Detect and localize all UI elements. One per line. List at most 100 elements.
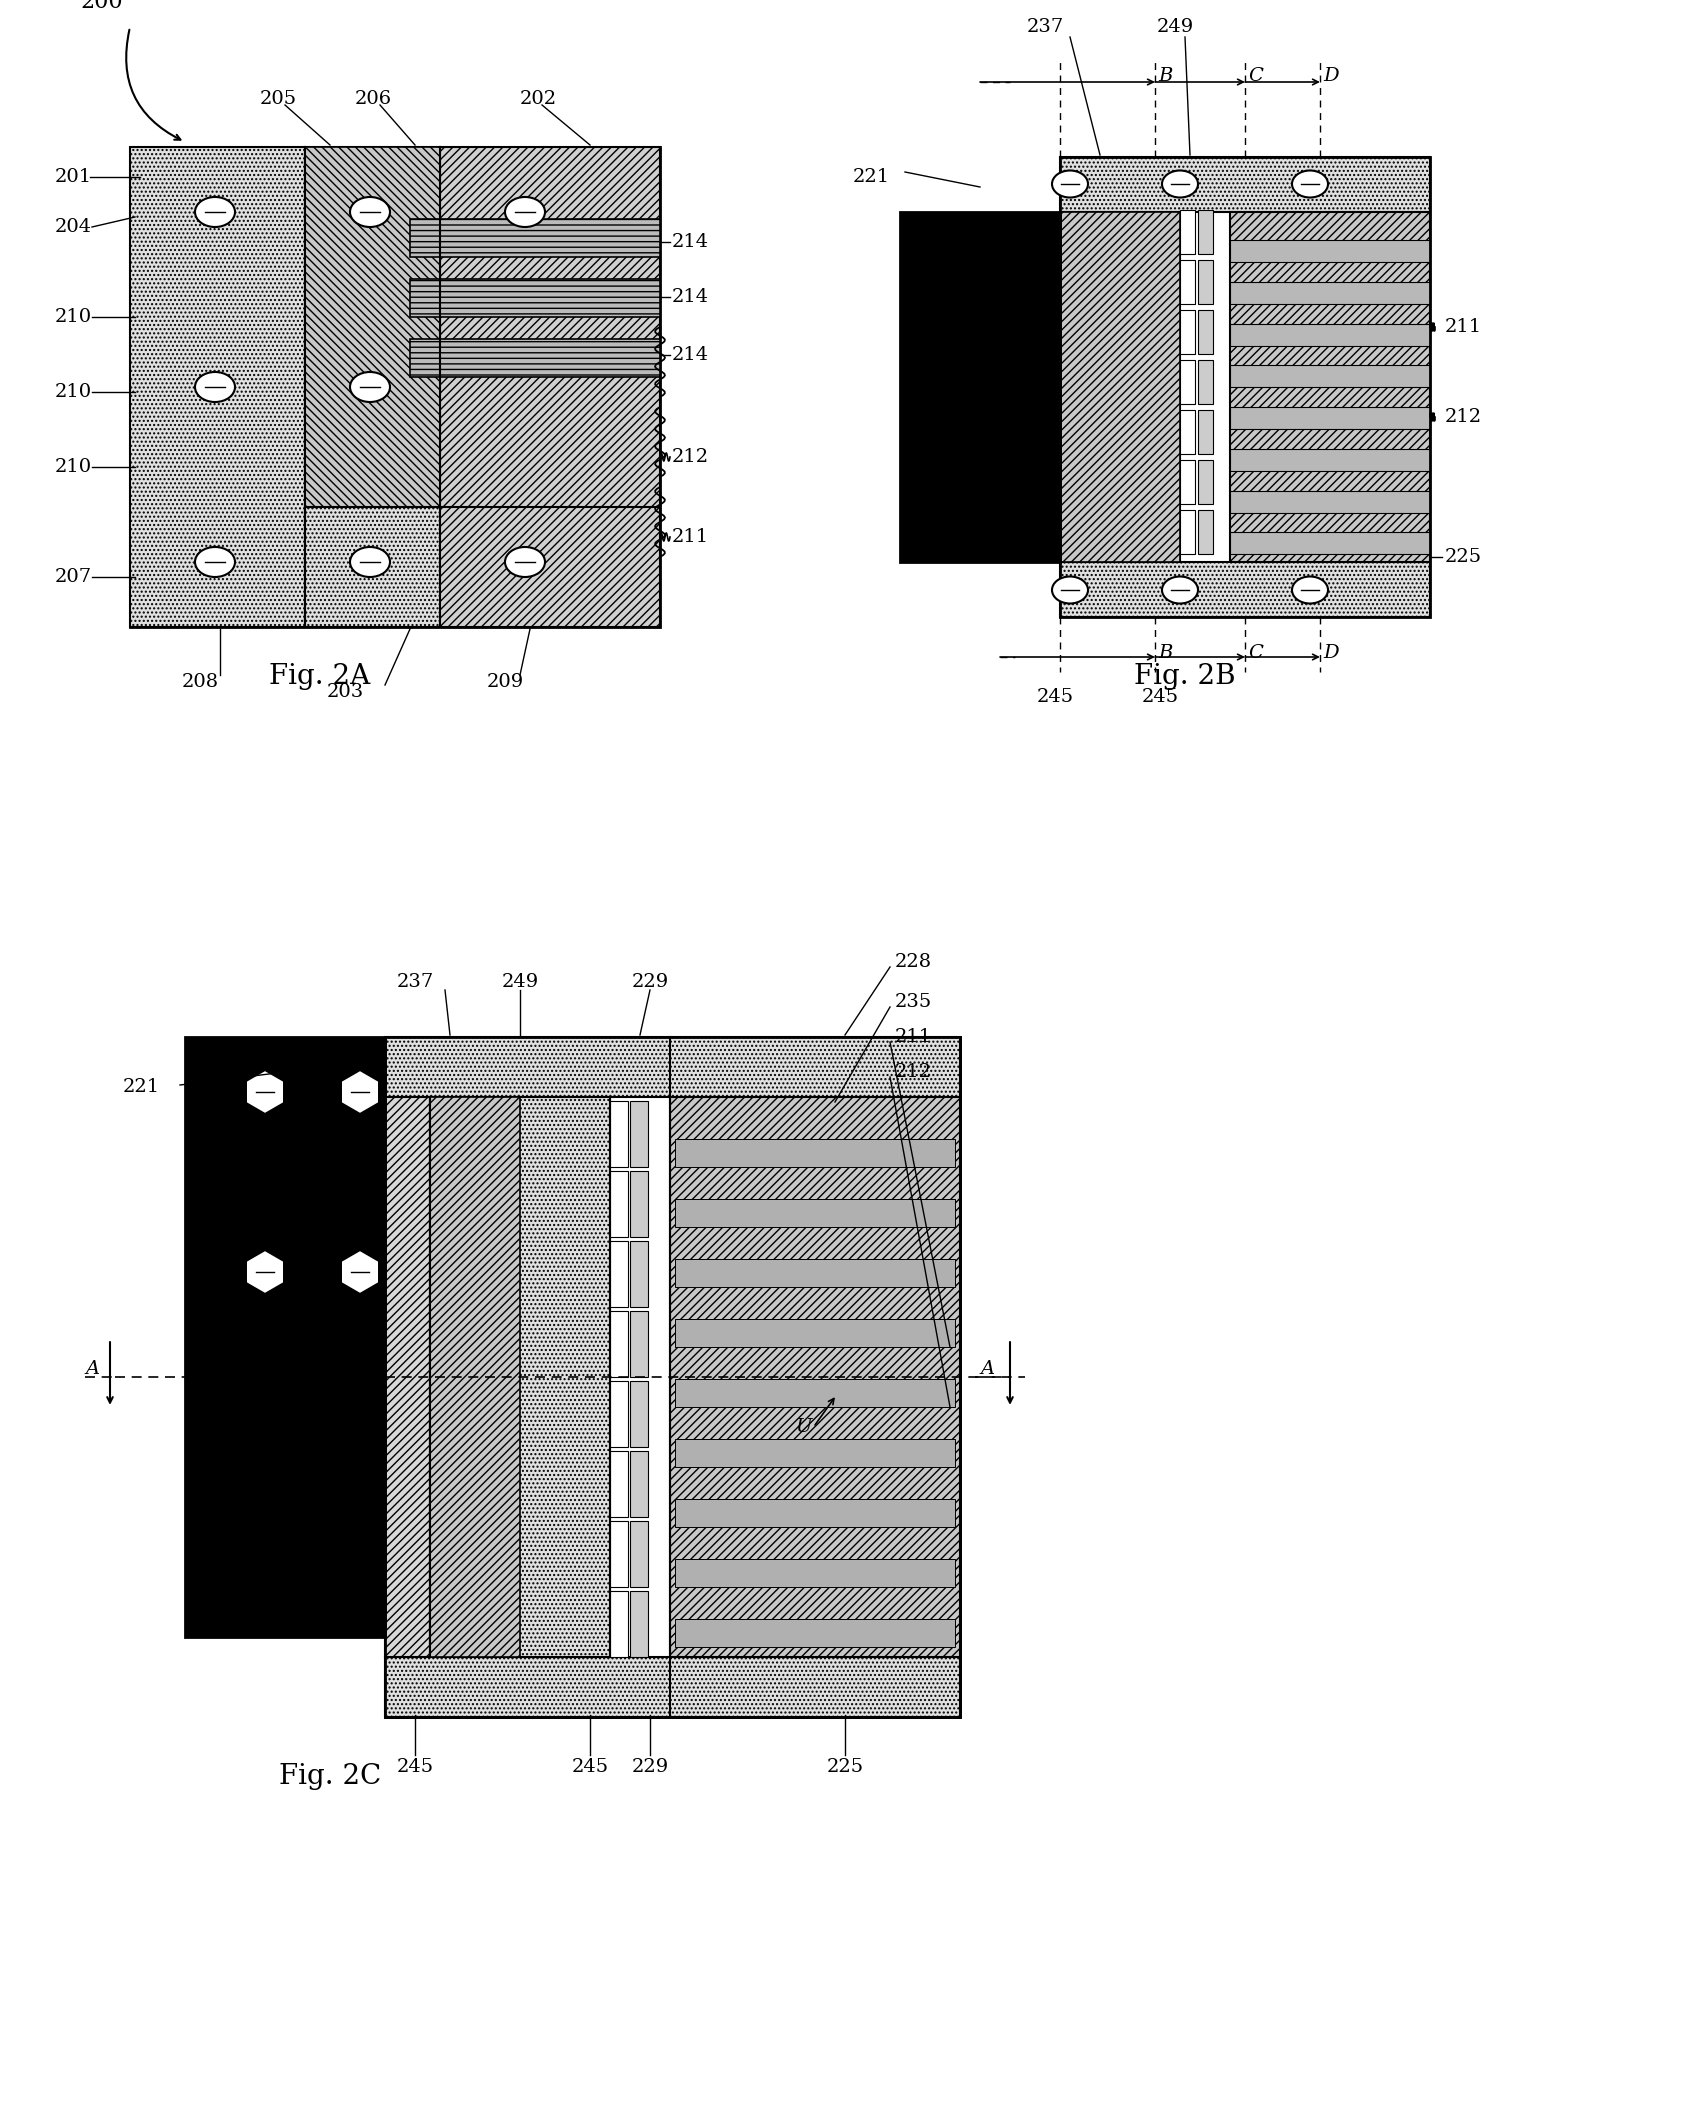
Bar bbox=[674, 1498, 955, 1528]
Text: 249: 249 bbox=[1156, 19, 1194, 36]
Bar bbox=[674, 1378, 955, 1407]
Bar bbox=[630, 1452, 649, 1517]
Text: 206: 206 bbox=[354, 91, 392, 107]
Bar bbox=[1230, 407, 1431, 430]
Text: 210: 210 bbox=[54, 383, 92, 400]
Bar bbox=[385, 1098, 429, 1656]
Text: U: U bbox=[795, 1418, 811, 1437]
Bar bbox=[305, 508, 439, 628]
Text: 249: 249 bbox=[501, 973, 538, 990]
Bar bbox=[1197, 459, 1213, 504]
Bar bbox=[630, 1311, 649, 1378]
Bar bbox=[1059, 158, 1431, 213]
Ellipse shape bbox=[1293, 171, 1328, 198]
Text: 211: 211 bbox=[896, 1028, 932, 1045]
Bar bbox=[630, 1171, 649, 1237]
Text: B: B bbox=[1158, 645, 1172, 662]
Ellipse shape bbox=[1052, 577, 1088, 603]
Text: A: A bbox=[979, 1359, 995, 1378]
Text: 237: 237 bbox=[1027, 19, 1064, 36]
Ellipse shape bbox=[351, 548, 390, 577]
Bar bbox=[1230, 365, 1431, 388]
Text: 221: 221 bbox=[123, 1079, 160, 1096]
Text: 210: 210 bbox=[54, 457, 92, 476]
Bar bbox=[1180, 510, 1196, 554]
Text: D: D bbox=[1323, 67, 1339, 84]
Bar bbox=[1197, 360, 1213, 405]
Text: C: C bbox=[1248, 645, 1264, 662]
Text: D: D bbox=[1323, 645, 1339, 662]
Text: 228: 228 bbox=[896, 952, 932, 971]
Bar bbox=[630, 1521, 649, 1587]
Bar bbox=[385, 1656, 960, 1717]
Polygon shape bbox=[245, 1070, 284, 1115]
Bar bbox=[610, 1102, 628, 1167]
Bar bbox=[410, 339, 661, 377]
Text: 212: 212 bbox=[1446, 409, 1482, 426]
Bar bbox=[1230, 449, 1431, 472]
Bar bbox=[610, 1171, 628, 1237]
Ellipse shape bbox=[506, 548, 545, 577]
Bar bbox=[385, 1037, 960, 1717]
Text: 201: 201 bbox=[54, 169, 92, 185]
Bar bbox=[1059, 563, 1431, 617]
Bar bbox=[1059, 213, 1180, 563]
Bar bbox=[1180, 360, 1196, 405]
Bar bbox=[674, 1618, 955, 1648]
Bar bbox=[674, 1559, 955, 1587]
Bar bbox=[410, 278, 661, 316]
Ellipse shape bbox=[1161, 171, 1197, 198]
Bar bbox=[1180, 211, 1196, 255]
Ellipse shape bbox=[506, 196, 545, 228]
Text: 237: 237 bbox=[397, 973, 434, 990]
Text: 207: 207 bbox=[54, 569, 92, 586]
Bar bbox=[439, 147, 661, 628]
Text: A: A bbox=[85, 1359, 99, 1378]
Text: 205: 205 bbox=[261, 91, 296, 107]
Bar bbox=[1230, 491, 1431, 512]
Bar bbox=[1197, 510, 1213, 554]
Text: 245: 245 bbox=[397, 1757, 434, 1776]
Bar bbox=[305, 147, 439, 508]
Text: 245: 245 bbox=[572, 1757, 608, 1776]
Bar bbox=[630, 1102, 649, 1167]
Bar bbox=[1230, 324, 1431, 346]
Bar bbox=[385, 1037, 960, 1098]
Text: 221: 221 bbox=[853, 169, 891, 185]
Bar bbox=[429, 1098, 610, 1656]
Text: 204: 204 bbox=[54, 217, 92, 236]
Ellipse shape bbox=[351, 196, 390, 228]
Bar bbox=[610, 1591, 628, 1656]
Text: 229: 229 bbox=[632, 973, 669, 990]
Bar bbox=[410, 219, 661, 257]
Text: 211: 211 bbox=[673, 529, 708, 546]
Bar bbox=[1230, 213, 1431, 563]
Bar bbox=[1197, 259, 1213, 303]
Bar bbox=[630, 1241, 649, 1306]
Bar bbox=[1197, 211, 1213, 255]
Polygon shape bbox=[245, 1249, 284, 1294]
Bar bbox=[305, 147, 439, 508]
Bar bbox=[429, 1098, 519, 1656]
Bar bbox=[899, 213, 1059, 563]
Bar bbox=[610, 1521, 628, 1587]
Text: Fig. 2A: Fig. 2A bbox=[269, 664, 371, 691]
Text: 210: 210 bbox=[54, 308, 92, 327]
Bar bbox=[669, 1098, 960, 1656]
Text: 202: 202 bbox=[519, 91, 557, 107]
Text: 225: 225 bbox=[1446, 548, 1482, 567]
Ellipse shape bbox=[351, 373, 390, 402]
Bar bbox=[630, 1380, 649, 1448]
Text: 225: 225 bbox=[826, 1757, 863, 1776]
Bar bbox=[129, 147, 661, 628]
Bar bbox=[1197, 310, 1213, 354]
Text: Fig. 2B: Fig. 2B bbox=[1134, 664, 1236, 691]
Ellipse shape bbox=[196, 373, 235, 402]
Bar bbox=[674, 1199, 955, 1226]
Text: B: B bbox=[1158, 67, 1172, 84]
Text: 245: 245 bbox=[1037, 689, 1073, 706]
Ellipse shape bbox=[196, 196, 235, 228]
Bar bbox=[610, 1380, 628, 1448]
Text: 214: 214 bbox=[673, 289, 708, 306]
Bar bbox=[1230, 240, 1431, 261]
